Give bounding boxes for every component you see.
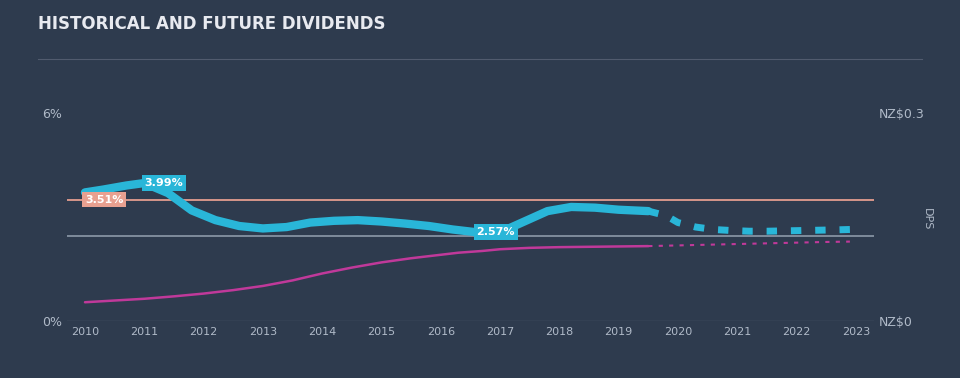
Text: 3.99%: 3.99% xyxy=(144,178,183,188)
Text: 2.57%: 2.57% xyxy=(476,227,515,237)
Text: 3.51%: 3.51% xyxy=(85,195,124,204)
Text: DPS: DPS xyxy=(922,208,931,231)
Text: HISTORICAL AND FUTURE DIVIDENDS: HISTORICAL AND FUTURE DIVIDENDS xyxy=(38,15,386,33)
